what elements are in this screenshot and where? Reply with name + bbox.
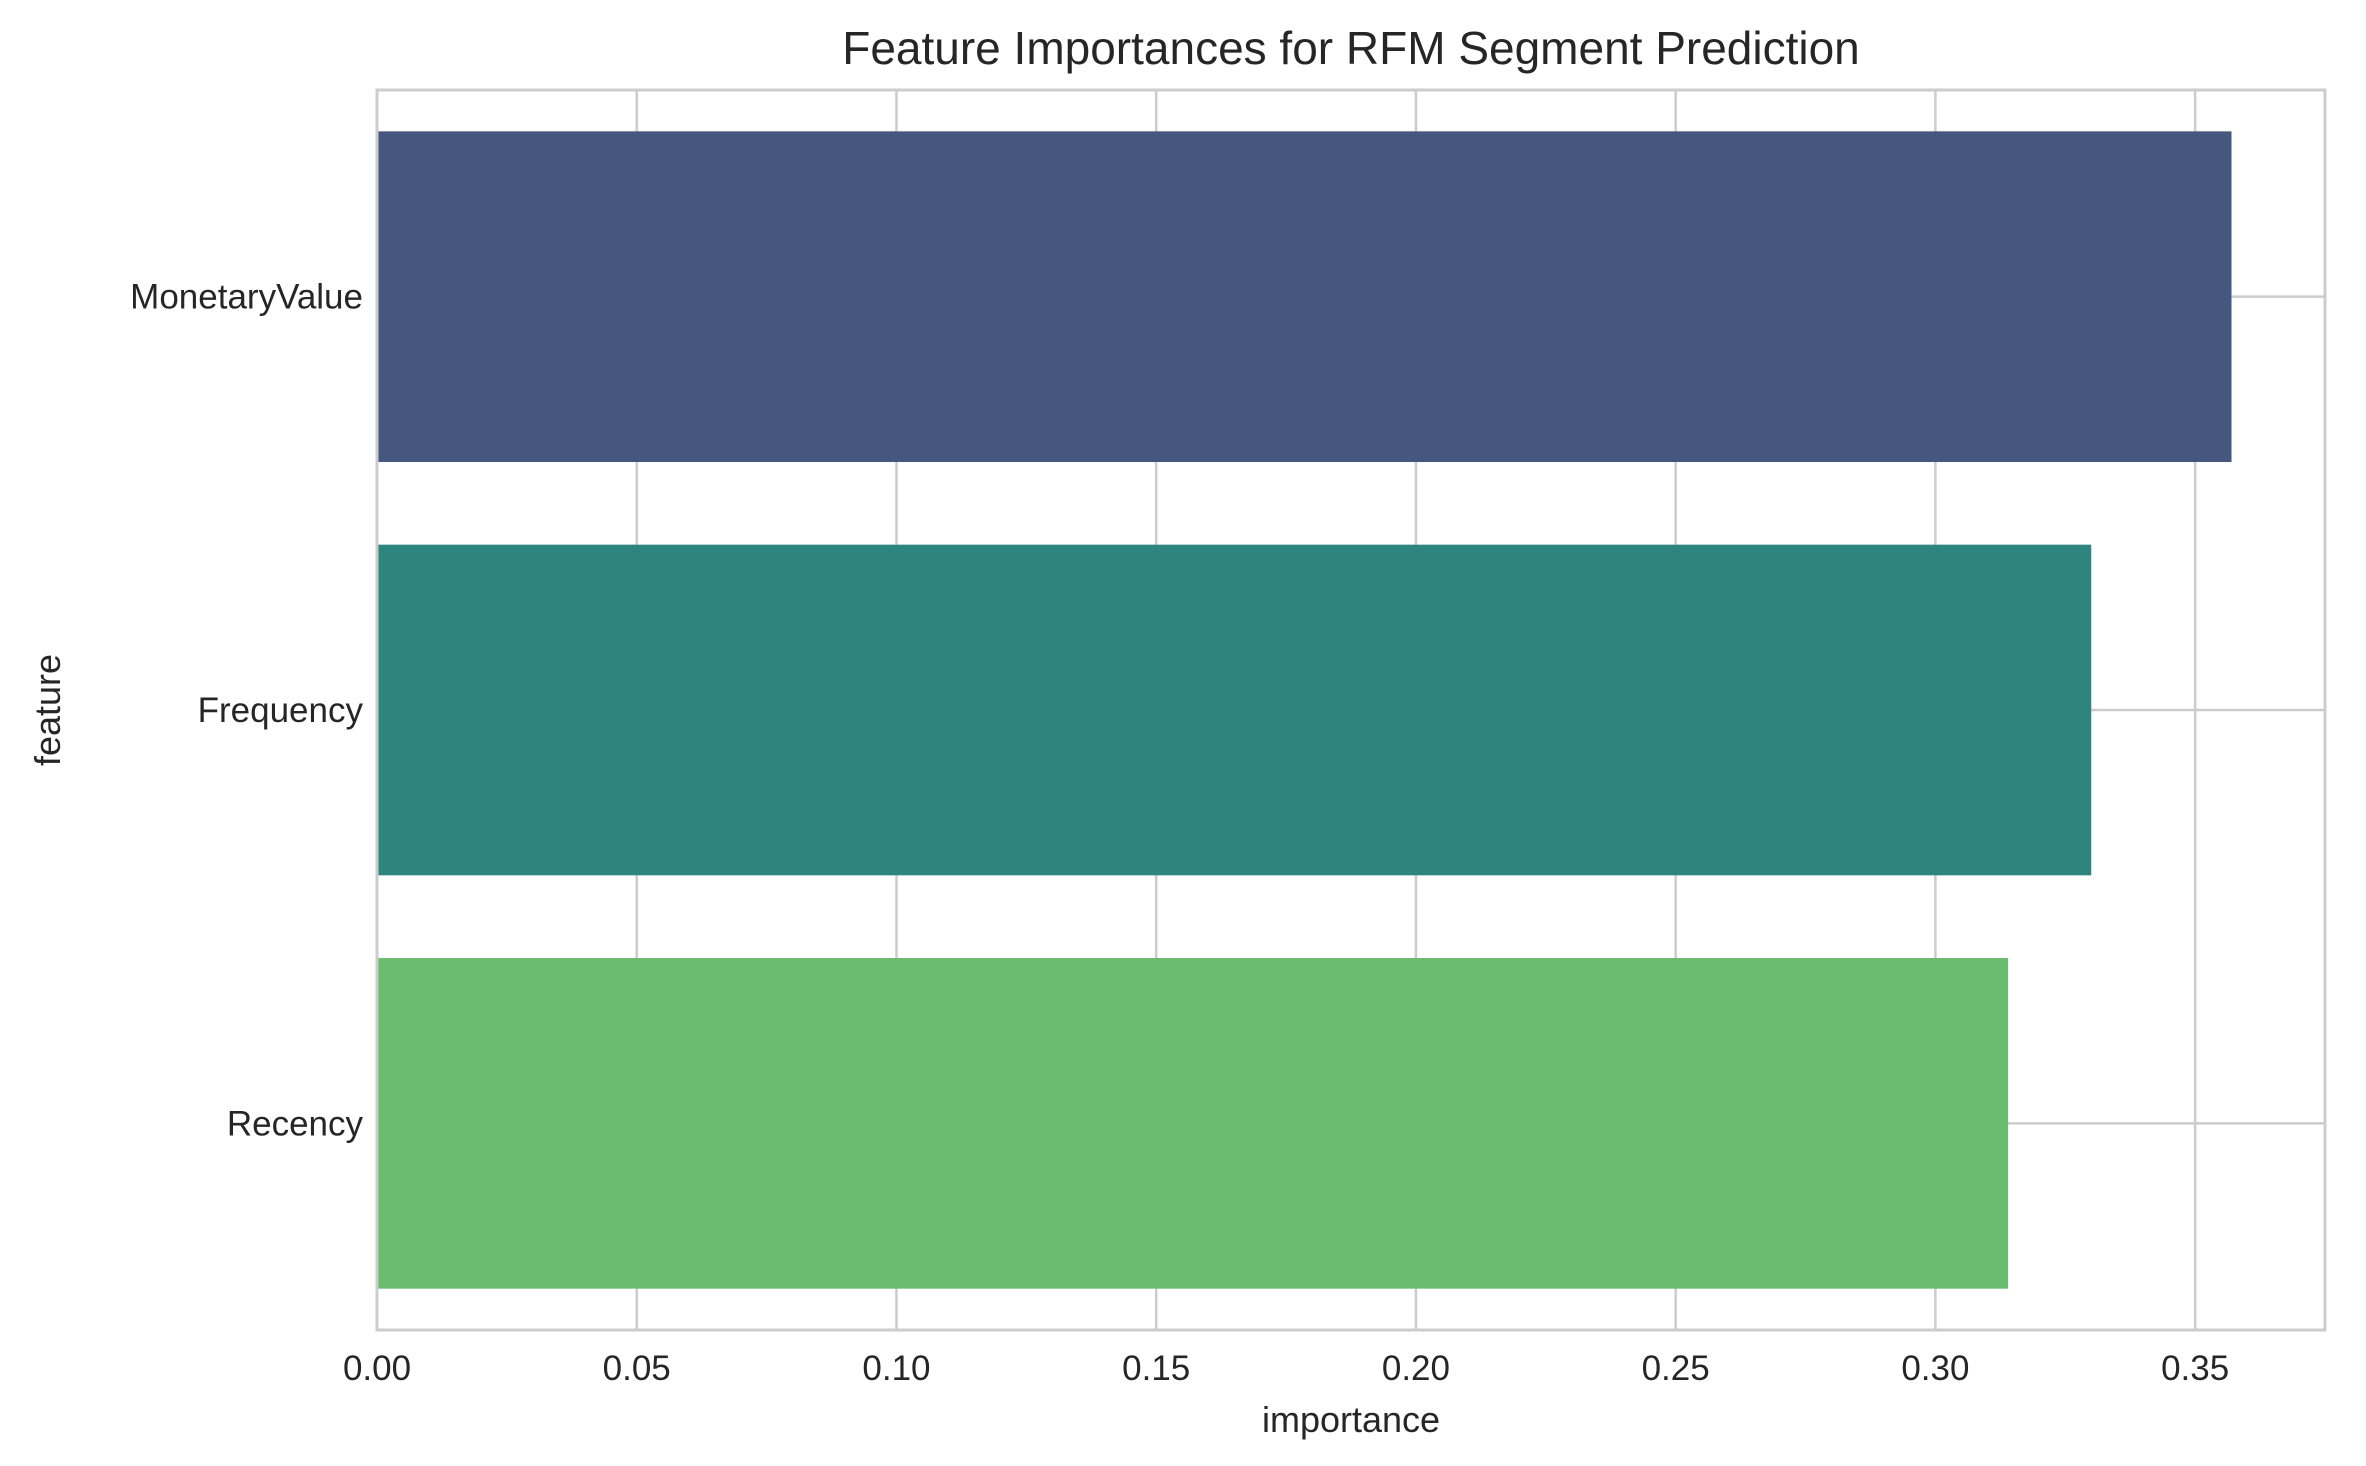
x-tick-labels: 0.00 0.05 0.10 0.15 0.20 0.25 0.30 0.35 [343, 1349, 2229, 1388]
x-tick-label: 0.05 [603, 1349, 671, 1388]
bar-monetaryvalue [377, 131, 2232, 463]
x-tick-label: 0.30 [1901, 1349, 1969, 1388]
x-tick-label: 0.10 [862, 1349, 930, 1388]
bar-recency [377, 958, 2009, 1289]
plot-frame [375, 88, 2327, 1332]
x-tick-label: 0.20 [1382, 1349, 1450, 1388]
y-tick-labels: MonetaryValue Frequency Recency [130, 278, 363, 1144]
x-tick-label: 0.35 [2161, 1349, 2229, 1388]
x-tick-label: 0.25 [1642, 1349, 1710, 1388]
y-tick-label: Recency [227, 1104, 364, 1143]
x-tick-label: 0.00 [343, 1349, 411, 1388]
y-tick-label: Frequency [198, 691, 364, 730]
bars [377, 131, 2232, 1289]
chart-title: Feature Importances for RFM Segment Pred… [842, 22, 1860, 74]
bar-frequency [377, 544, 2092, 876]
x-tick-label: 0.15 [1122, 1349, 1190, 1388]
y-tick-label: MonetaryValue [130, 278, 363, 317]
y-axis-label: feature [27, 654, 68, 766]
x-axis-label: importance [1262, 1399, 1440, 1440]
